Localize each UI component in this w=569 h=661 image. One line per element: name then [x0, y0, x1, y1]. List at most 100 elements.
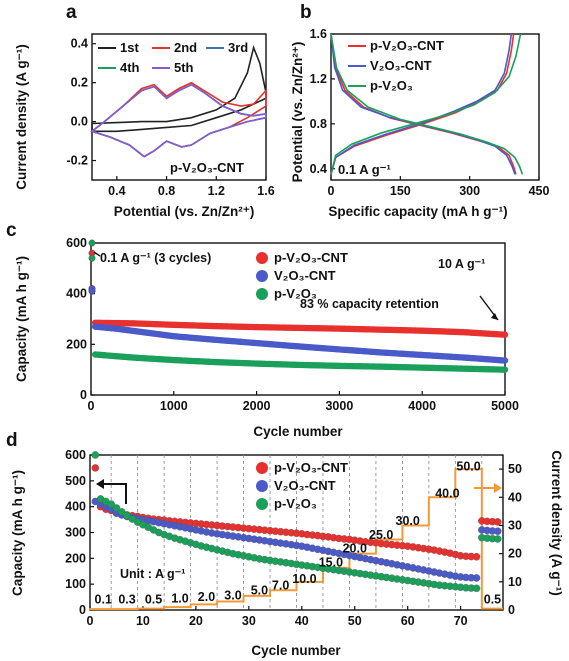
- panel-a-plot: 0.4 0.8 1.2 1.6 -0.2 0.0 0.2 0.4 1st 2nd 3rd 4th 5th: [66, 33, 275, 198]
- panel-d-ytick-label-2: 200: [65, 551, 86, 565]
- panel-c-xtick-label-3: 3000: [325, 399, 353, 413]
- panel-d-rate-label-11: 25.0: [369, 528, 393, 542]
- panel-c-ytick-label-2: 400: [66, 287, 87, 301]
- panel-c-legend-swatch-1: [256, 270, 268, 282]
- panel-c-xtick-label-1: 1000: [160, 399, 188, 413]
- panel-d-series-0-point-72: [472, 553, 481, 561]
- panel-d: d 0 10 20 30 40 50 60 70 0 100 200 300 400 500 600 0 10 2…: [6, 430, 564, 658]
- panel-a-annotation: p-V₂O₃-CNT: [170, 160, 244, 175]
- panel-d-rate-label-15: 0.5: [484, 593, 501, 607]
- panel-b-xtick-label-0: 0: [328, 184, 335, 198]
- panel-d-rate-label-3: 1.0: [171, 591, 188, 605]
- panel-d-rate-label-8: 10.0: [292, 572, 316, 586]
- panel-b-ytick-label-3: 1.6: [310, 27, 327, 41]
- panel-a-xtick-label-0: 0.4: [108, 184, 125, 198]
- panel-d-y2tick-label-5: 50: [508, 462, 522, 476]
- panel-d-ytick-label-0: 0: [79, 603, 86, 617]
- panel-a-series-0-curve: [91, 44, 267, 133]
- panel-d-xtick-label-4: 40: [295, 614, 309, 628]
- panel-a: a 0.4 0.8 1.2 1.6 -0.2 0.0 0.2 0.4 1st 2nd 3rd 4th 5…: [14, 2, 275, 219]
- panel-d-series-2-point-4: [112, 504, 121, 512]
- panel-d-xtick-label-6: 60: [401, 614, 415, 628]
- panel-d-y2tick-label-4: 40: [508, 490, 522, 504]
- panel-c-legend-swatch-2: [256, 288, 268, 300]
- panel-c-xtick-label-4: 4000: [408, 399, 436, 413]
- panel-d-arrow-left-head: [96, 479, 104, 489]
- panel-label-a: a: [66, 2, 77, 23]
- panel-b-legend-label-1: V₂O₃-CNT: [370, 58, 432, 73]
- panel-b-ytick-label-2: 1.2: [310, 72, 327, 86]
- panel-c-legend-label-0: p-V₂O₃-CNT: [274, 250, 348, 265]
- panel-d-ytick-label-1: 100: [65, 577, 86, 591]
- panel-c-xtick-label-0: 0: [88, 399, 95, 413]
- panel-a-ytick-label-2: 0.2: [71, 76, 88, 90]
- panel-d-series-2-point-0: [91, 451, 100, 459]
- panel-label-d: d: [6, 430, 18, 451]
- panel-label-c: c: [6, 220, 17, 241]
- panel-a-ytick-label-3: 0.4: [71, 37, 88, 51]
- panel-c-ytick-label-1: 200: [66, 337, 87, 351]
- panel-d-rate-label-9: 15.0: [319, 556, 343, 570]
- panel-d-xtick-label-2: 20: [189, 614, 203, 628]
- panel-d-plot: 0 10 20 30 40 50 60 70 0 100 200 300 400 500 600 0 10 20 3…: [65, 448, 522, 628]
- panel-c-annotation-0: 0.1 A g⁻¹ (3 cycles): [100, 251, 211, 265]
- panel-b-series-1-discharge: [330, 33, 516, 175]
- panel-c-series-1-point-248: [501, 357, 509, 364]
- panel-c-arrow-early: [93, 251, 101, 257]
- panel-d-rate-label-5: 3.0: [224, 589, 241, 603]
- panel-d-legend-label-1: V₂O₃-CNT: [274, 478, 336, 493]
- panel-d-y2tick-label-0: 0: [508, 603, 515, 617]
- panel-b-legend-label-2: p-V₂O₃: [370, 78, 413, 93]
- panel-c-plot: 0 1000 2000 3000 4000 5000 0 200 400 600 p-V₂O₃-CN…: [66, 236, 519, 413]
- panel-d-series-1-point-76: [493, 527, 502, 535]
- panel-a-xlabel: Potential (vs. Zn/Zn²⁺): [114, 204, 255, 219]
- panel-d-xtick-label-5: 50: [348, 614, 362, 628]
- panel-c-annotation-2: 83 % capacity retention: [300, 297, 439, 311]
- panel-a-ytick-label-1: 0.0: [71, 115, 88, 129]
- panel-d-ytick-label-3: 300: [65, 526, 86, 540]
- panel-b-xtick-label-2: 300: [459, 184, 480, 198]
- panel-a-legend-label-3: 4th: [120, 60, 140, 75]
- panel-b-series-2-charge: [330, 33, 522, 175]
- panel-d-rate-label-2: 0.5: [145, 593, 162, 607]
- panel-a-legend-label-0: 1st: [120, 40, 139, 55]
- panel-d-current-density-step: [89, 468, 503, 611]
- panel-a-ytick-label-0: -0.2: [66, 154, 88, 168]
- panel-c-ytick-label-3: 600: [66, 236, 87, 250]
- panel-a-series-4-curve: [90, 83, 267, 158]
- panel-d-ylabel: Capacity (mA h g⁻¹): [10, 470, 25, 596]
- panel-d-legend-swatch-0: [256, 462, 268, 474]
- panel-b-annotation: 0.1 A g⁻¹: [338, 162, 391, 177]
- panel-d-rate-label-12: 30.0: [396, 514, 420, 528]
- panel-b-series-1-charge: [330, 33, 513, 175]
- panel-c-frame: [90, 242, 506, 396]
- panel-d-legend-swatch-1: [256, 480, 268, 492]
- panel-d-series-0-point-76: [493, 518, 502, 526]
- panel-d-xtick-label-0: 0: [87, 614, 94, 628]
- panel-c-xtick-label-5: 5000: [491, 399, 519, 413]
- panel-a-legend-label-4: 5th: [174, 60, 194, 75]
- panel-c-series-2-early-point-1: [88, 254, 96, 262]
- panel-d-series-2-point-72: [472, 584, 481, 593]
- panel-b-ytick-label-1: 0.8: [310, 117, 327, 131]
- panel-d-arrow-right-head: [494, 483, 502, 493]
- panel-d-rate-label-10: 20.0: [343, 542, 367, 556]
- panel-c-annotation-1: 10 A g⁻¹: [438, 257, 485, 271]
- panel-c-ylabel: Capacity (mA h g⁻¹): [14, 256, 29, 382]
- panel-c-xlabel: Cycle number: [253, 424, 343, 439]
- panel-a-frame: [91, 33, 267, 181]
- panel-d-xtick-label-3: 30: [242, 614, 256, 628]
- panel-b-xlabel: Specific capacity (mA h g⁻¹): [328, 204, 507, 219]
- panel-b-plot: 0 150 300 450 0.4 0.8 1.2 1.6 p-V₂O₃-CNT V₂O₃-CNT…: [310, 27, 550, 198]
- panel-a-ylabel: Current density (A g⁻¹): [14, 44, 29, 189]
- panel-d-series-2-point-76: [493, 535, 502, 543]
- panel-c-series-2-point-248: [501, 366, 509, 373]
- panel-b-legend-label-0: p-V₂O₃-CNT: [370, 38, 444, 53]
- panel-d-xtick-label-7: 70: [454, 614, 468, 628]
- panel-d-series-2-point-5: [118, 508, 126, 516]
- panel-d-legend-label-2: p-V₂O₃: [274, 496, 317, 511]
- panel-d-rate-label-14: 50.0: [456, 460, 480, 474]
- panel-d-unit-label: Unit : A g⁻¹: [120, 567, 185, 581]
- panel-label-b: b: [300, 2, 312, 23]
